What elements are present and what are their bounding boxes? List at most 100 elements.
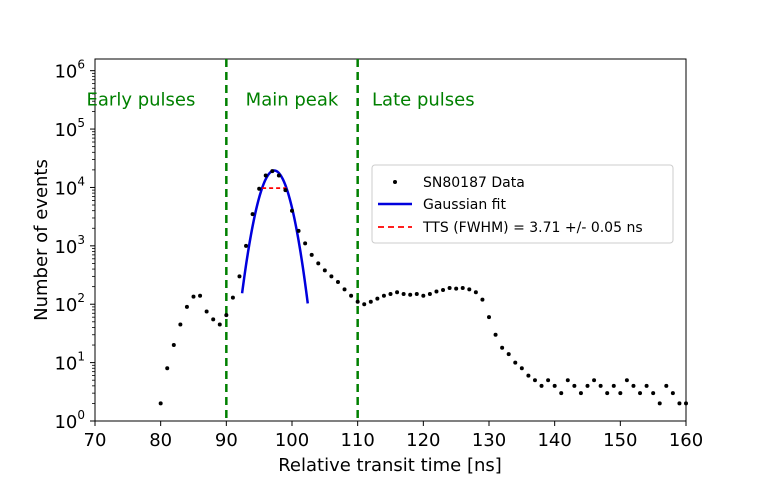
data-point	[263, 173, 268, 178]
data-point	[296, 228, 301, 233]
data-point	[631, 383, 636, 388]
data-point	[532, 378, 537, 383]
region-label: Late pulses	[372, 90, 475, 111]
data-point	[309, 252, 314, 257]
data-point	[388, 291, 393, 296]
data-point	[316, 261, 321, 266]
data-point	[270, 169, 275, 174]
x-axis: 70 80 90 100 110 120 130 140 150 160	[84, 421, 703, 451]
data-point	[342, 287, 347, 292]
y-tick-label: 101	[54, 350, 85, 375]
x-tick-label: 140	[537, 430, 571, 451]
data-point	[473, 290, 478, 295]
data-point	[454, 286, 459, 291]
data-point	[283, 188, 288, 193]
data-point	[257, 186, 262, 191]
data-point	[414, 291, 419, 296]
x-tick-label: 70	[84, 430, 107, 451]
data-point	[552, 383, 557, 388]
data-point	[664, 383, 669, 388]
data-point	[244, 243, 249, 248]
y-tick-label: 102	[54, 291, 85, 316]
x-tick-label: 80	[149, 430, 172, 451]
data-point	[276, 173, 281, 178]
data-point	[178, 322, 183, 327]
data-point	[408, 292, 413, 297]
data-point	[572, 383, 577, 388]
data-point	[204, 309, 209, 314]
data-point	[487, 315, 491, 320]
data-point	[467, 287, 472, 292]
gaussian-fit-layer	[240, 169, 309, 304]
data-point	[368, 299, 373, 304]
legend: SN80187 Data Gaussian fit TTS (FWHM) = 3…	[371, 164, 674, 244]
data-point	[230, 295, 235, 300]
data-points	[158, 169, 688, 406]
data-point	[605, 391, 610, 396]
x-tick-label: 150	[603, 430, 637, 451]
data-point	[500, 345, 505, 350]
data-point	[375, 296, 380, 301]
data-point	[250, 212, 255, 217]
data-point	[217, 322, 222, 327]
data-point	[565, 378, 570, 383]
y-axis-title: Number of events	[31, 159, 52, 321]
data-point	[381, 293, 386, 298]
x-axis-title: Relative transit time [ns]	[278, 455, 502, 476]
data-point	[165, 366, 170, 371]
data-point	[657, 401, 662, 406]
data-point	[480, 297, 485, 302]
data-point	[158, 401, 163, 406]
data-point	[395, 290, 400, 295]
data-point	[335, 280, 340, 285]
data-point	[513, 360, 518, 365]
data-point	[224, 313, 229, 318]
y-tick-label: 103	[54, 233, 85, 258]
data-point	[303, 241, 308, 246]
data-point	[598, 383, 603, 388]
data-point	[322, 268, 327, 273]
data-point	[184, 304, 189, 309]
y-tick-label: 106	[54, 58, 85, 83]
data-point	[506, 352, 511, 357]
data-point	[171, 343, 176, 348]
data-point	[434, 289, 439, 294]
data-point	[349, 293, 354, 298]
data-point	[355, 299, 360, 304]
plot-area	[94, 58, 687, 422]
data-point	[638, 391, 643, 396]
data-point	[624, 378, 629, 383]
region-label: Main peak	[246, 90, 339, 111]
data-point	[329, 274, 334, 279]
data-point	[290, 208, 294, 213]
data-point	[401, 291, 406, 296]
data-point	[651, 391, 656, 396]
region-label: Early pulses	[87, 90, 196, 111]
legend-item-fit: Gaussian fit	[423, 197, 506, 213]
data-point	[526, 373, 531, 378]
y-tick-label: 104	[54, 174, 85, 199]
data-point	[441, 288, 446, 293]
data-point	[670, 391, 675, 396]
data-point	[493, 332, 498, 337]
legend-item-data: SN80187 Data	[423, 175, 525, 191]
x-tick-label: 100	[275, 430, 309, 451]
data-point	[198, 293, 203, 298]
region-labels: Early pulses Main peak Late pulses	[87, 90, 475, 111]
data-point	[546, 378, 551, 383]
legend-item-tts: TTS (FWHM) = 3.71 +/- 0.05 ns	[422, 220, 643, 236]
data-point	[618, 391, 623, 396]
data-point	[237, 274, 242, 279]
data-point	[427, 291, 432, 296]
y-tick-label: 100	[54, 408, 85, 433]
y-tick-label: 105	[54, 116, 85, 141]
data-point	[585, 383, 590, 388]
x-tick-label: 110	[340, 430, 374, 451]
data-point	[611, 383, 616, 388]
data-point	[559, 391, 564, 396]
data-point	[677, 401, 682, 406]
data-point	[519, 366, 524, 371]
data-point	[460, 285, 465, 290]
data-point	[592, 378, 597, 383]
